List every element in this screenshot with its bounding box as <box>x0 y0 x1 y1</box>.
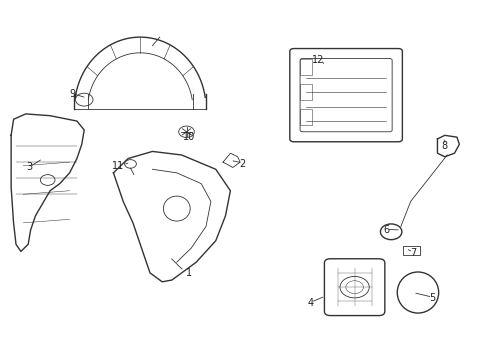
Bar <box>299 109 312 125</box>
Text: 10: 10 <box>183 132 195 142</box>
Bar <box>299 84 312 100</box>
Text: 11: 11 <box>112 161 124 171</box>
Text: 5: 5 <box>429 293 436 303</box>
Bar <box>299 59 312 75</box>
Text: 12: 12 <box>312 55 324 65</box>
Text: 2: 2 <box>240 159 245 169</box>
Text: 9: 9 <box>69 89 75 99</box>
Text: 3: 3 <box>26 162 33 172</box>
Text: 7: 7 <box>410 248 416 258</box>
Text: 1: 1 <box>186 268 192 278</box>
Text: 6: 6 <box>383 225 390 235</box>
Text: 4: 4 <box>308 298 314 308</box>
Text: 8: 8 <box>441 141 448 151</box>
Bar <box>403 246 420 255</box>
